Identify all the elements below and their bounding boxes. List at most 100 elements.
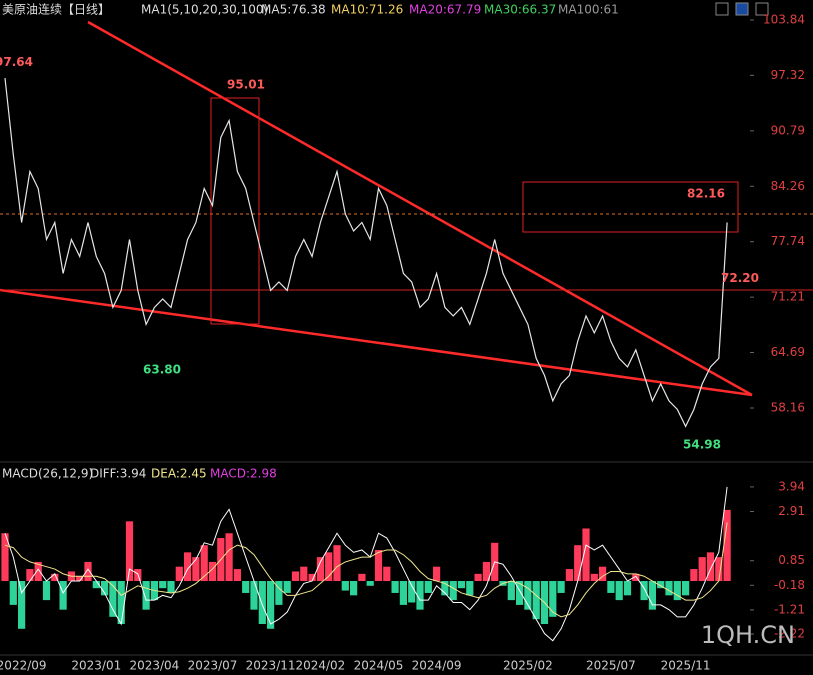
macd-bar	[233, 569, 241, 582]
x-tick-label: 2023/01	[71, 659, 121, 673]
macd-label: MACD:2.98	[210, 467, 277, 481]
macd-bar	[623, 581, 632, 596]
macd-bar	[557, 581, 565, 593]
macd-bar	[391, 581, 399, 593]
macd-bar	[507, 581, 515, 601]
y-tick-label: -1.21	[774, 602, 805, 616]
macd-bar	[250, 581, 258, 610]
x-tick-label: 2025/11	[661, 659, 711, 673]
macd-bar	[242, 581, 250, 593]
macd-bar	[341, 581, 349, 591]
macd-bar	[366, 581, 374, 586]
macd-bar	[42, 581, 51, 601]
macd-bar	[715, 557, 723, 582]
macd-bar	[192, 557, 200, 582]
macd-bar	[9, 581, 17, 605]
macd-bar	[433, 566, 441, 582]
macd-bar	[101, 581, 109, 596]
macd-bar	[18, 581, 26, 629]
dea-label: DEA:2.45	[151, 467, 207, 481]
x-tick-label: 2025/07	[586, 659, 636, 673]
macd-bar	[474, 573, 482, 582]
macd-bar	[698, 557, 706, 582]
macd-bar	[283, 581, 291, 593]
x-tick-label: 2022/09	[0, 659, 47, 673]
macd-bar	[582, 528, 590, 582]
trend-line	[0, 288, 753, 397]
x-tick-label: 2023/07	[188, 659, 238, 673]
y-tick-label: 58.16	[771, 401, 805, 415]
watermark: 1QH.CN	[701, 621, 795, 649]
macd-bar	[350, 581, 358, 596]
macd-bar	[574, 545, 582, 582]
y-tick-label: 64.69	[771, 345, 805, 359]
period[interactable]: 【日线】	[62, 3, 110, 17]
y-tick-label: 103.84	[763, 12, 805, 26]
macd-bar	[109, 581, 117, 617]
macd-bar	[706, 552, 715, 582]
macd-bar	[657, 581, 665, 589]
macd-bar	[308, 573, 316, 582]
y-tick-label: 0.85	[778, 553, 805, 567]
macd-line	[4, 522, 728, 618]
macd-bar	[607, 581, 615, 593]
highlight-box	[210, 97, 260, 325]
macd-bar	[682, 581, 690, 596]
tool-icon[interactable]	[735, 2, 749, 16]
macd-bar	[590, 573, 598, 582]
macd-bar	[358, 573, 366, 582]
macd-bar	[723, 509, 731, 582]
x-tick-label: 2024/02	[295, 659, 345, 673]
y-tick-label: 2.91	[778, 504, 805, 518]
x-tick-label: 2025/02	[503, 659, 553, 673]
macd-bar	[258, 581, 266, 624]
macd-bar	[690, 569, 698, 582]
macd-bar	[325, 552, 333, 582]
macd-bar	[300, 566, 308, 582]
tool-icon[interactable]	[755, 2, 769, 16]
macd-bar	[648, 581, 656, 610]
y-tick-label: 84.26	[771, 179, 805, 193]
macd-bar	[532, 581, 540, 620]
macd-bar	[225, 533, 233, 582]
y-tick-label: -0.18	[774, 578, 805, 592]
price-annotation: 82.16	[687, 187, 725, 201]
price-annotation: 95.01	[227, 77, 265, 91]
macd-bar	[408, 581, 416, 603]
ma30: MA30:66.37	[484, 3, 556, 17]
macd-bar	[26, 569, 34, 582]
macd-bar	[457, 581, 466, 589]
macd-bar	[599, 566, 607, 582]
tool-icon[interactable]	[715, 2, 729, 16]
macd-bar	[59, 581, 67, 610]
macd-bar	[1, 533, 9, 582]
diff-label: DIFF:3.94	[90, 467, 146, 481]
x-tick-label: 2023/04	[129, 659, 179, 673]
ma5: MA5:76.38	[261, 3, 326, 17]
price-annotation: 63.80	[143, 363, 181, 377]
macd-bar	[267, 581, 275, 629]
macd-bar	[673, 581, 681, 601]
macd-bar	[76, 576, 84, 582]
macd-bar	[125, 521, 134, 582]
x-tick-label: 2023/11	[246, 659, 296, 673]
macd-bar	[142, 581, 150, 610]
y-tick-label: 77.74	[771, 234, 805, 248]
y-tick-label: 71.21	[771, 290, 805, 304]
ma100: MA100:61	[558, 3, 619, 17]
macd-bar	[167, 581, 175, 593]
macd-bar	[524, 581, 532, 610]
macd-bar	[449, 581, 457, 601]
symbol: 美原油连续	[2, 2, 62, 17]
macd-bar	[175, 566, 183, 582]
y-tick-label: 90.79	[771, 123, 805, 137]
macd-bar	[275, 581, 283, 605]
macd-bar	[84, 561, 92, 582]
macd-bar	[482, 561, 490, 582]
macd-bar	[159, 581, 167, 589]
macd-bar	[665, 581, 673, 596]
macd-bar	[51, 573, 59, 582]
